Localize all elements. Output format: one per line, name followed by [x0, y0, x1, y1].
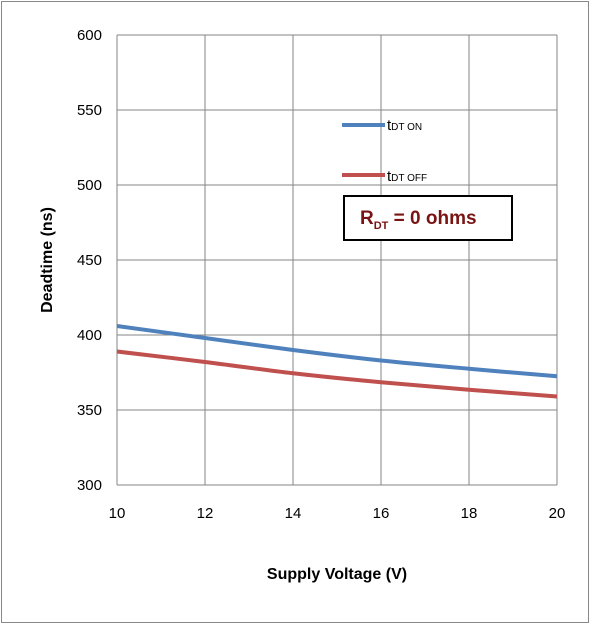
x-tick-label: 12 [197, 505, 214, 522]
y-tick-label: 600 [77, 27, 102, 44]
x-tick-labels: 10 12 14 16 18 20 [109, 505, 566, 522]
rdt-annotation: RDT = 0 ohms [343, 195, 513, 241]
y-tick-labels: 300 350 400 450 500 550 600 [77, 27, 102, 494]
annotation-box [343, 195, 513, 241]
series-lines [116, 324, 558, 399]
y-tick-label: 550 [77, 102, 102, 119]
legend: tDT ON tDT OFF [342, 117, 427, 185]
legend-label-tdt-off: tDT OFF [387, 168, 427, 185]
y-tick-label: 450 [77, 252, 102, 269]
x-axis-title: Supply Voltage (V) [267, 566, 407, 583]
x-tick-label: 18 [461, 505, 478, 522]
y-tick-label: 350 [77, 402, 102, 419]
series-line-tdt-on [116, 324, 558, 379]
y-tick-label: 500 [77, 177, 102, 194]
x-tick-label: 16 [373, 505, 390, 522]
x-tick-label: 10 [109, 505, 126, 522]
x-tick-label: 20 [549, 505, 566, 522]
y-tick-label: 400 [77, 327, 102, 344]
legend-label-tdt-on: tDT ON [387, 117, 422, 134]
annotation-text: RDT = 0 ohms [360, 208, 477, 232]
series-line-tdt-off [116, 349, 558, 399]
y-axis-title: Deadtime (ns) [39, 207, 56, 313]
y-tick-label: 300 [77, 477, 102, 494]
x-tick-label: 14 [285, 505, 302, 522]
grid [116, 34, 558, 486]
